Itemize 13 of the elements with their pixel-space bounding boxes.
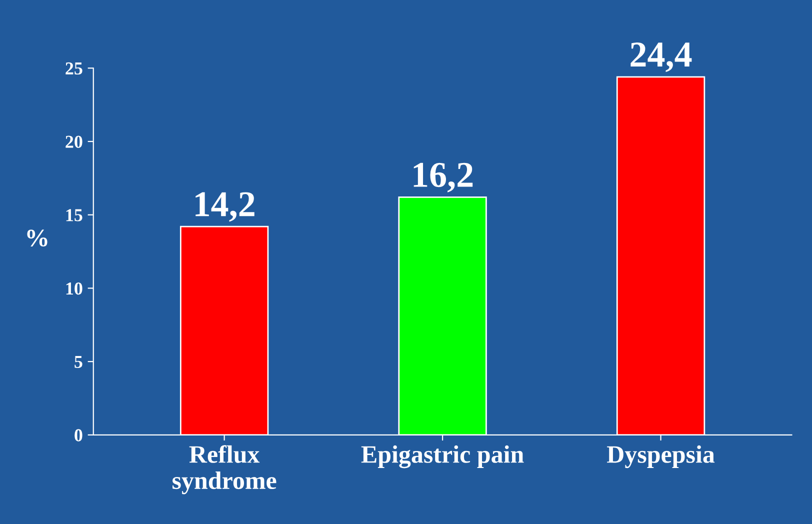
y-tick-label: 15 xyxy=(66,209,82,222)
data-label: 14,2 xyxy=(196,192,254,222)
y-tick-label: 20 xyxy=(66,136,82,148)
y-tick-label: 10 xyxy=(66,282,82,295)
x-tick-label: Dyspepsia xyxy=(607,445,715,468)
y-tick-label: 5 xyxy=(74,356,82,368)
y-axis-title: % xyxy=(27,230,48,247)
data-label: 16,2 xyxy=(414,162,473,192)
data-label: 24,4 xyxy=(630,42,692,72)
y-tick-label: 25 xyxy=(66,62,82,75)
x-tick-label: Epigastric pain xyxy=(361,445,524,468)
x-tick-label: Reflux syndrome xyxy=(172,445,276,494)
y-tick-label: 0 xyxy=(74,429,82,442)
